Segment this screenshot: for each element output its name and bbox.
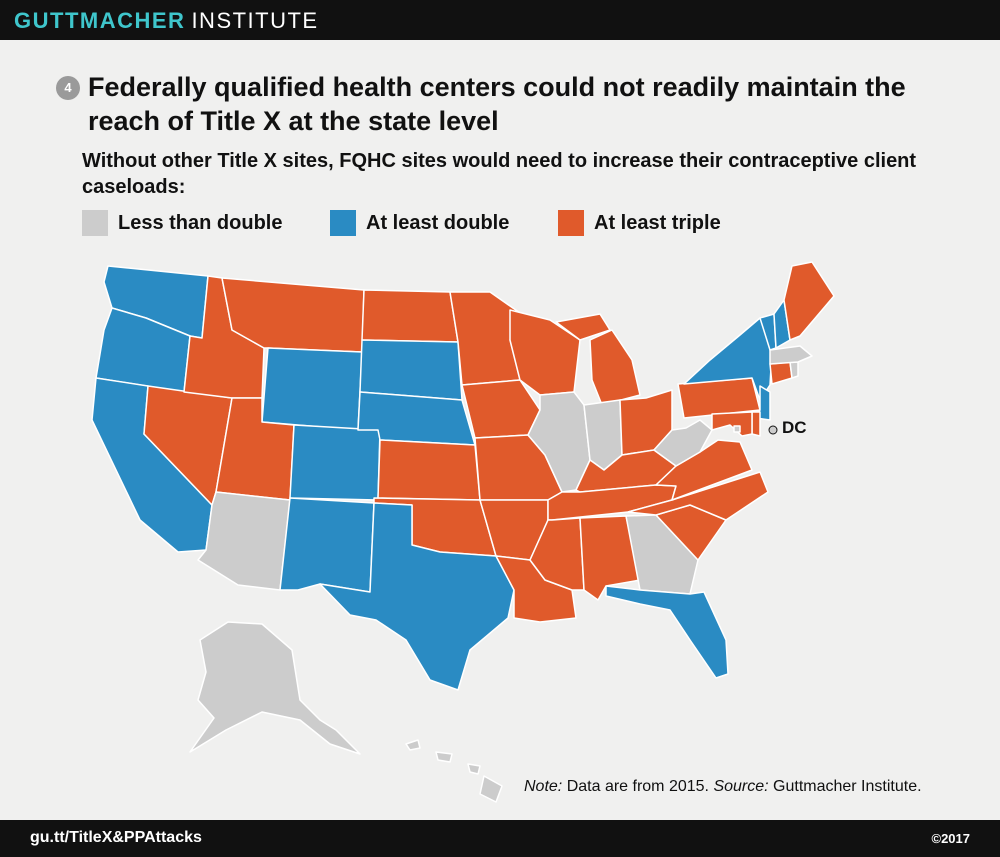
figure-number-badge: 4 xyxy=(56,76,80,100)
Alaska xyxy=(189,621,361,755)
Hawaii xyxy=(405,739,503,803)
North Dakota xyxy=(361,289,459,343)
Massachusetts xyxy=(769,345,813,365)
Colorado xyxy=(289,424,381,501)
Wyoming xyxy=(261,347,363,431)
source-note: Note: Data are from 2015. Source: Guttma… xyxy=(524,778,922,796)
footer-bar: gu.tt/TitleX&PPAttacks ©2017 xyxy=(0,820,1000,857)
Maryland xyxy=(711,411,753,437)
legend-item-triple: At least triple xyxy=(558,209,721,237)
figure-subtitle: Without other Title X sites, FQHC sites … xyxy=(82,150,917,198)
District of Columbia xyxy=(733,425,741,433)
New Mexico xyxy=(279,497,375,593)
note-text: Data are from 2015. xyxy=(562,778,714,795)
source-text: Guttmacher Institute. xyxy=(768,778,922,795)
Delaware xyxy=(751,411,761,437)
legend-item-double: At least double xyxy=(330,209,509,237)
legend-swatch-less xyxy=(82,210,108,236)
legend-label-less: Less than double xyxy=(118,211,283,234)
dc-label: DC xyxy=(782,418,807,437)
Maine xyxy=(783,261,835,341)
West Virginia xyxy=(653,419,713,467)
brand-sub: INSTITUTE xyxy=(191,8,319,33)
figure-title: Federally qualified health centers could… xyxy=(88,72,906,136)
Texas xyxy=(319,502,515,691)
footer-url-link[interactable]: gu.tt/TitleX&PPAttacks xyxy=(30,829,202,846)
legend-swatch-triple xyxy=(558,210,584,236)
legend-item-less: Less than double xyxy=(82,209,282,237)
copyright: ©2017 xyxy=(931,831,971,846)
source-label: Source: xyxy=(713,778,769,795)
Connecticut xyxy=(769,361,793,385)
note-label: Note: xyxy=(524,778,563,795)
Michigan xyxy=(555,313,641,406)
Illinois xyxy=(527,391,591,493)
Florida xyxy=(605,585,729,679)
Rhode Island xyxy=(789,361,799,379)
Kansas xyxy=(377,439,481,501)
brand-main: GUTTMACHER xyxy=(14,8,186,33)
Arizona xyxy=(197,491,291,591)
legend-swatch-double xyxy=(330,210,356,236)
dc-marker-icon xyxy=(768,425,778,435)
legend-label-double: At least double xyxy=(366,211,510,234)
Iowa xyxy=(461,379,541,439)
header-bar: GUTTMACHER INSTITUTE xyxy=(0,0,1000,40)
North Carolina xyxy=(627,471,769,521)
legend-label-triple: At least triple xyxy=(594,211,721,234)
brand-logo[interactable]: GUTTMACHER INSTITUTE xyxy=(14,8,319,34)
South Dakota xyxy=(359,339,463,401)
